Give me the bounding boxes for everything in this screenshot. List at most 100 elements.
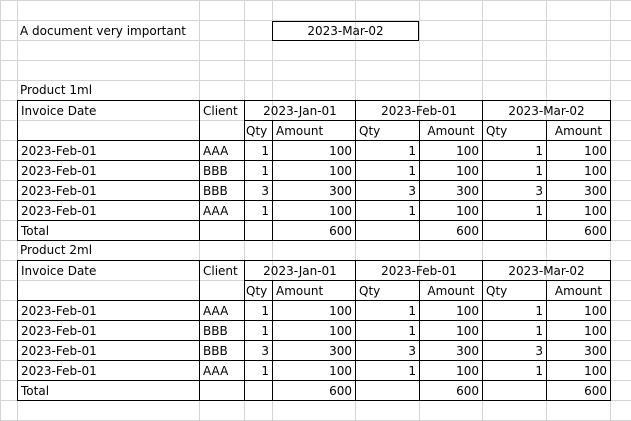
qty-cell[interactable]: 3 — [244, 180, 272, 200]
qty-cell[interactable]: 1 — [482, 200, 546, 220]
amount-cell[interactable]: 100 — [419, 160, 482, 180]
qty-cell[interactable]: 1 — [355, 200, 419, 220]
amount-cell[interactable]: 100 — [272, 160, 355, 180]
qty-header[interactable]: Qty — [355, 120, 419, 140]
amount-cell[interactable]: 100 — [419, 300, 482, 320]
client-cell[interactable]: AAA — [199, 360, 244, 380]
empty-cell[interactable] — [482, 220, 546, 241]
total-amount-cell[interactable]: 600 — [419, 220, 482, 241]
qty-cell[interactable]: 3 — [355, 180, 419, 200]
total-amount-cell[interactable]: 600 — [272, 380, 355, 401]
empty-cell[interactable] — [482, 380, 546, 401]
client-cell[interactable]: BBB — [199, 340, 244, 360]
empty-cell[interactable] — [355, 380, 419, 401]
qty-cell[interactable]: 1 — [355, 300, 419, 320]
qty-cell[interactable]: 1 — [244, 140, 272, 160]
invoice-date-cell[interactable]: 2023-Feb-01 — [17, 140, 199, 160]
invoice-date-cell[interactable]: 2023-Feb-01 — [17, 360, 199, 380]
empty-cell[interactable] — [199, 380, 244, 401]
amount-cell[interactable]: 100 — [272, 140, 355, 160]
qty-header[interactable]: Qty — [482, 120, 546, 140]
qty-cell[interactable]: 1 — [244, 320, 272, 340]
document-title[interactable]: A document very important — [20, 24, 187, 38]
empty-cell[interactable] — [244, 380, 272, 401]
total-amount-cell[interactable]: 600 — [272, 220, 355, 241]
amount-cell[interactable]: 100 — [272, 200, 355, 220]
qty-cell[interactable]: 1 — [355, 360, 419, 380]
amount-cell[interactable]: 100 — [546, 200, 611, 220]
total-label[interactable]: Total — [17, 380, 199, 401]
document-date[interactable]: 2023-Mar-02 — [272, 21, 419, 41]
qty-cell[interactable]: 1 — [355, 320, 419, 340]
total-amount-cell[interactable]: 600 — [546, 220, 611, 241]
period-header[interactable]: 2023-Jan-01 — [244, 100, 355, 120]
empty-cell[interactable] — [244, 220, 272, 241]
invoice-date-cell[interactable]: 2023-Feb-01 — [17, 200, 199, 220]
col-invoice-date[interactable]: Invoice Date — [17, 260, 199, 280]
empty-cell[interactable] — [199, 280, 244, 300]
qty-cell[interactable]: 1 — [355, 160, 419, 180]
amount-cell[interactable]: 300 — [272, 340, 355, 360]
period-header[interactable]: 2023-Mar-02 — [482, 260, 611, 280]
col-client[interactable]: Client — [199, 260, 244, 280]
qty-cell[interactable]: 1 — [244, 200, 272, 220]
qty-cell[interactable]: 3 — [482, 340, 546, 360]
invoice-date-cell[interactable]: 2023-Feb-01 — [17, 320, 199, 340]
qty-header[interactable]: Qty — [244, 120, 272, 140]
amount-cell[interactable]: 300 — [546, 340, 611, 360]
amount-header[interactable]: Amount — [419, 120, 482, 140]
amount-cell[interactable]: 100 — [419, 360, 482, 380]
qty-header[interactable]: Qty — [482, 280, 546, 300]
amount-cell[interactable]: 300 — [272, 180, 355, 200]
amount-cell[interactable]: 100 — [272, 300, 355, 320]
empty-cell[interactable] — [199, 220, 244, 241]
amount-header[interactable]: Amount — [272, 120, 355, 140]
client-cell[interactable]: BBB — [199, 160, 244, 180]
col-client[interactable]: Client — [199, 100, 244, 120]
empty-cell[interactable] — [355, 220, 419, 241]
amount-cell[interactable]: 100 — [272, 360, 355, 380]
invoice-date-cell[interactable]: 2023-Feb-01 — [17, 340, 199, 360]
amount-cell[interactable]: 100 — [272, 320, 355, 340]
period-header[interactable]: 2023-Jan-01 — [244, 260, 355, 280]
empty-cell[interactable] — [17, 280, 199, 300]
amount-header[interactable]: Amount — [419, 280, 482, 300]
amount-cell[interactable]: 100 — [419, 320, 482, 340]
qty-cell[interactable]: 1 — [482, 140, 546, 160]
amount-cell[interactable]: 300 — [419, 180, 482, 200]
amount-cell[interactable]: 100 — [546, 140, 611, 160]
client-cell[interactable]: BBB — [199, 180, 244, 200]
amount-cell[interactable]: 300 — [419, 340, 482, 360]
amount-cell[interactable]: 300 — [546, 180, 611, 200]
qty-header[interactable]: Qty — [244, 280, 272, 300]
amount-cell[interactable]: 100 — [546, 160, 611, 180]
client-cell[interactable]: AAA — [199, 200, 244, 220]
amount-header[interactable]: Amount — [272, 280, 355, 300]
client-cell[interactable]: AAA — [199, 300, 244, 320]
empty-cell[interactable] — [17, 120, 199, 140]
section-title[interactable]: Product 1ml — [20, 83, 93, 97]
empty-cell[interactable] — [199, 120, 244, 140]
amount-header[interactable]: Amount — [546, 120, 611, 140]
total-amount-cell[interactable]: 600 — [546, 380, 611, 401]
section-title[interactable]: Product 2ml — [20, 243, 93, 257]
client-cell[interactable]: BBB — [199, 320, 244, 340]
amount-cell[interactable]: 100 — [419, 200, 482, 220]
qty-cell[interactable]: 1 — [244, 300, 272, 320]
invoice-date-cell[interactable]: 2023-Feb-01 — [17, 300, 199, 320]
period-header[interactable]: 2023-Feb-01 — [355, 100, 482, 120]
period-header[interactable]: 2023-Feb-01 — [355, 260, 482, 280]
qty-cell[interactable]: 1 — [482, 300, 546, 320]
qty-cell[interactable]: 1 — [244, 360, 272, 380]
amount-header[interactable]: Amount — [546, 280, 611, 300]
client-cell[interactable]: AAA — [199, 140, 244, 160]
qty-header[interactable]: Qty — [355, 280, 419, 300]
period-header[interactable]: 2023-Mar-02 — [482, 100, 611, 120]
amount-cell[interactable]: 100 — [546, 320, 611, 340]
col-invoice-date[interactable]: Invoice Date — [17, 100, 199, 120]
qty-cell[interactable]: 3 — [244, 340, 272, 360]
total-label[interactable]: Total — [17, 220, 199, 241]
qty-cell[interactable]: 1 — [482, 160, 546, 180]
total-amount-cell[interactable]: 600 — [419, 380, 482, 401]
